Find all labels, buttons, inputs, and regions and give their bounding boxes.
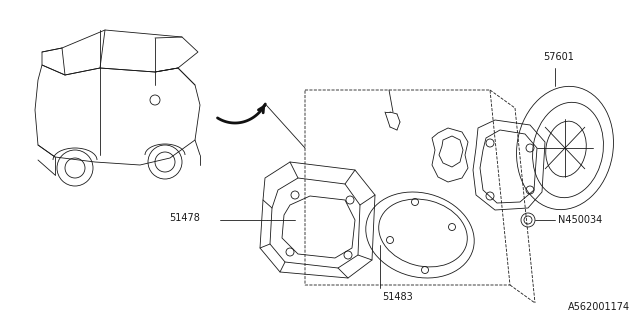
Text: 51478: 51478 <box>169 213 200 223</box>
Text: N450034: N450034 <box>558 215 602 225</box>
Text: A562001174: A562001174 <box>568 302 630 312</box>
Text: 57601: 57601 <box>543 52 574 62</box>
Text: 51483: 51483 <box>382 292 413 302</box>
